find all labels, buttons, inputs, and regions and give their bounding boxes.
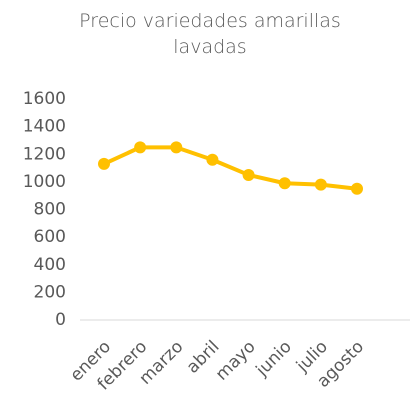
- line: [103, 145, 358, 191]
- marker: [98, 157, 110, 170]
- y-tick-label: 1000: [23, 172, 66, 192]
- marker: [170, 141, 183, 154]
- marker: [351, 182, 363, 195]
- y-tick-label: 800: [34, 200, 66, 220]
- marker: [278, 177, 291, 190]
- y-tick-label: 600: [34, 227, 66, 247]
- x-tick-label: mayo: [212, 337, 260, 385]
- y-tick-label: 400: [34, 255, 66, 275]
- marker: [134, 141, 147, 154]
- y-tick-label: 1200: [23, 144, 66, 164]
- y-tick-label: 1400: [23, 117, 66, 137]
- y-tick-label: 200: [34, 282, 66, 302]
- marker: [314, 178, 327, 191]
- y-tick-label: 1600: [23, 89, 66, 109]
- chart-title: Precio variedades amarillas lavadas: [79, 10, 341, 58]
- y-tick-label: 0: [55, 310, 66, 330]
- marker: [242, 168, 255, 181]
- x-tick-label: junio: [252, 337, 296, 381]
- marker: [206, 153, 219, 166]
